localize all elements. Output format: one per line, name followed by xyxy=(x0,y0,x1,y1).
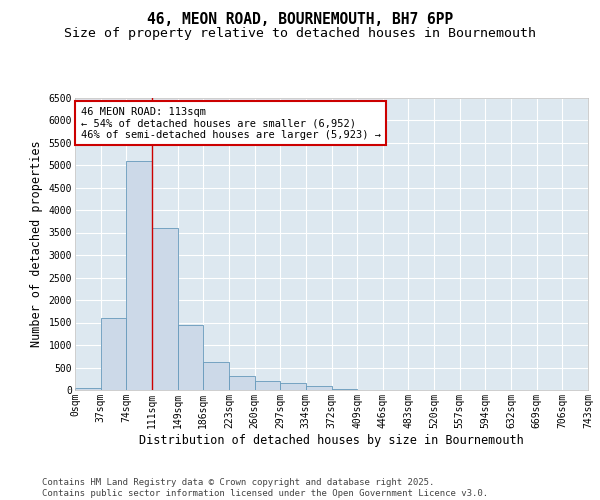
Bar xyxy=(229,376,254,390)
Bar xyxy=(331,388,357,390)
Bar xyxy=(280,383,306,390)
Bar xyxy=(306,386,331,390)
Text: 46 MEON ROAD: 113sqm
← 54% of detached houses are smaller (6,952)
46% of semi-de: 46 MEON ROAD: 113sqm ← 54% of detached h… xyxy=(80,106,380,140)
Bar xyxy=(75,388,101,390)
Bar xyxy=(203,362,229,390)
Text: Contains HM Land Registry data © Crown copyright and database right 2025.
Contai: Contains HM Land Registry data © Crown c… xyxy=(42,478,488,498)
Bar xyxy=(127,160,152,390)
Text: Size of property relative to detached houses in Bournemouth: Size of property relative to detached ho… xyxy=(64,28,536,40)
Bar xyxy=(254,381,280,390)
Bar xyxy=(178,325,203,390)
Text: 46, MEON ROAD, BOURNEMOUTH, BH7 6PP: 46, MEON ROAD, BOURNEMOUTH, BH7 6PP xyxy=(147,12,453,28)
Bar xyxy=(152,228,178,390)
Y-axis label: Number of detached properties: Number of detached properties xyxy=(30,140,43,347)
X-axis label: Distribution of detached houses by size in Bournemouth: Distribution of detached houses by size … xyxy=(139,434,524,446)
Bar xyxy=(101,318,127,390)
